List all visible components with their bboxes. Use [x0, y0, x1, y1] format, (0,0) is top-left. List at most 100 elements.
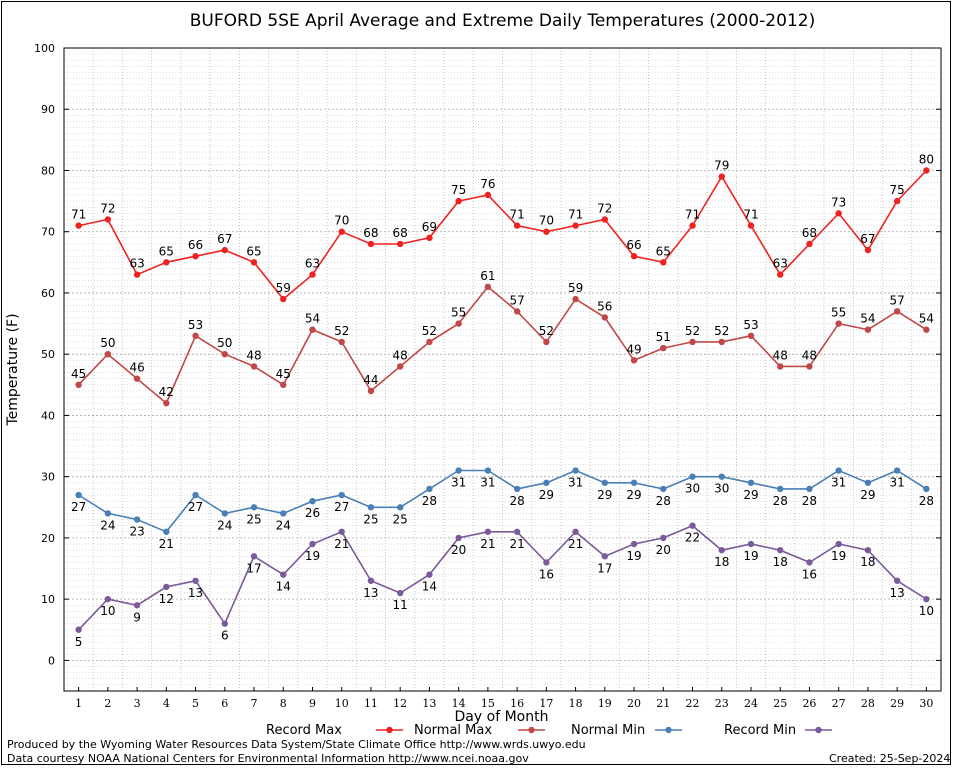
data-label: 31 [890, 476, 905, 490]
x-tick-label: 29 [890, 697, 904, 710]
data-label: 21 [334, 537, 349, 551]
data-label: 28 [656, 494, 671, 508]
data-point [75, 222, 82, 229]
x-tick-label: 7 [251, 697, 258, 710]
data-point [630, 540, 638, 548]
data-label: 31 [568, 476, 583, 490]
series-line [78, 285, 927, 405]
data-label: 66 [188, 238, 203, 252]
data-label: 16 [802, 567, 817, 581]
data-point [777, 485, 784, 493]
data-label: 71 [71, 208, 86, 222]
data-point [426, 571, 433, 578]
data-point [777, 363, 784, 370]
data-label: 53 [188, 318, 203, 332]
data-label: 27 [71, 500, 86, 514]
data-label: 23 [129, 525, 144, 539]
data-label: 14 [422, 580, 437, 594]
data-label: 54 [305, 312, 320, 326]
data-point [601, 479, 609, 486]
data-point [250, 259, 258, 266]
data-point [893, 197, 901, 205]
data-point [572, 222, 579, 229]
data-point [192, 253, 199, 260]
data-label: 52 [714, 324, 729, 338]
data-point [864, 546, 872, 554]
data-point [455, 320, 462, 327]
series-line [78, 469, 927, 533]
x-tick-label: 14 [452, 697, 466, 710]
data-point [601, 314, 609, 321]
legend-marker [386, 726, 393, 734]
data-point [104, 350, 112, 358]
y-tick-label: 70 [41, 226, 55, 239]
data-point [543, 479, 550, 486]
data-label: 29 [743, 488, 758, 502]
data-point [75, 381, 82, 389]
y-tick-label: 40 [41, 409, 55, 422]
data-point [192, 577, 199, 584]
data-label: 59 [276, 281, 291, 295]
x-tick-label: 9 [309, 697, 316, 710]
x-tick-label: 26 [802, 697, 816, 710]
data-point [250, 363, 258, 370]
data-label: 71 [685, 208, 700, 222]
x-tick-label: 21 [656, 697, 670, 710]
data-label: 67 [860, 232, 875, 246]
x-tick-label: 30 [919, 697, 933, 710]
data-point [338, 528, 345, 535]
data-label: 27 [334, 500, 349, 514]
data-point [367, 577, 375, 584]
data-label: 19 [831, 549, 846, 563]
data-label: 46 [129, 361, 144, 375]
data-label: 48 [246, 348, 261, 362]
data-point [864, 326, 872, 333]
data-label: 25 [393, 512, 408, 526]
x-tick-label: 4 [163, 697, 170, 710]
x-tick-label: 8 [280, 697, 287, 710]
data-point [309, 497, 316, 505]
data-point [543, 228, 550, 235]
data-point [572, 467, 579, 474]
data-point [75, 491, 82, 499]
data-label: 9 [133, 610, 141, 624]
data-label: 66 [626, 238, 641, 252]
data-label: 56 [597, 299, 612, 313]
data-label: 45 [276, 367, 291, 381]
data-point [747, 332, 755, 340]
data-point [893, 467, 901, 474]
data-label: 59 [568, 281, 583, 295]
data-point [835, 210, 842, 217]
data-label: 68 [802, 226, 817, 240]
data-point [777, 271, 784, 278]
data-label: 12 [159, 592, 174, 606]
data-label: 72 [100, 201, 115, 215]
data-point [747, 222, 755, 229]
x-tick-label: 11 [364, 697, 378, 710]
data-label: 24 [276, 518, 291, 532]
data-label: 44 [363, 373, 378, 387]
data-point [455, 467, 462, 474]
data-point [689, 522, 696, 529]
data-label: 51 [656, 330, 671, 344]
y-tick-label: 20 [41, 532, 55, 545]
data-point [543, 559, 550, 566]
data-label: 50 [217, 336, 232, 350]
x-tick-label: 12 [393, 697, 407, 710]
data-label: 79 [714, 159, 729, 173]
data-point [689, 222, 696, 229]
data-label: 13 [188, 586, 203, 600]
data-point [513, 308, 521, 315]
data-point [747, 479, 755, 486]
data-label: 28 [422, 494, 437, 508]
data-point [923, 167, 930, 174]
data-point [513, 528, 521, 535]
x-tick-label: 17 [539, 697, 553, 710]
x-tick-label: 25 [773, 697, 787, 710]
legend-label: Normal Min [571, 723, 645, 738]
data-label: 48 [802, 348, 817, 362]
x-tick-label: 22 [686, 697, 700, 710]
data-point [163, 583, 170, 591]
